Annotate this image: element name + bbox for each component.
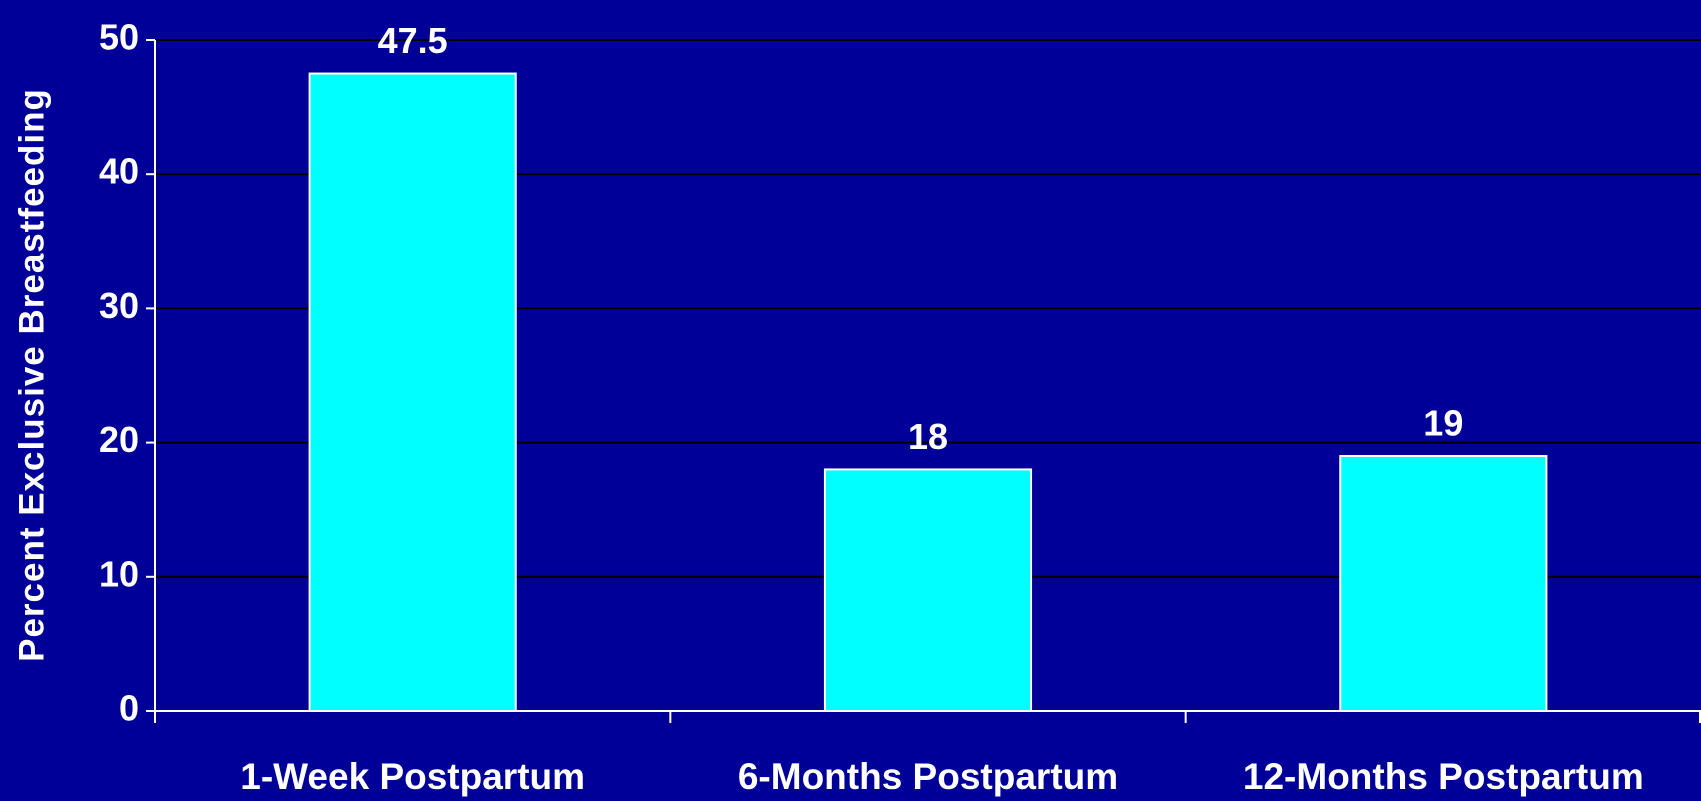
data-label: 18 xyxy=(908,416,948,457)
y-tick-label: 50 xyxy=(99,17,139,58)
x-tick-label: 6-Months Postpartum xyxy=(738,756,1118,797)
y-tick-label: 30 xyxy=(99,285,139,326)
x-tick-label: 1-Week Postpartum xyxy=(240,756,585,797)
x-tick-label: 12-Months Postpartum xyxy=(1243,756,1644,797)
data-label: 19 xyxy=(1423,403,1463,444)
bar xyxy=(308,72,517,713)
data-label: 47.5 xyxy=(378,20,448,61)
y-axis-label: Percent Exclusive Breastfeeding xyxy=(12,88,51,662)
y-tick-label: 40 xyxy=(99,151,139,192)
bar xyxy=(1339,455,1548,712)
y-tick-label: 0 xyxy=(119,688,139,729)
y-tick-label: 10 xyxy=(99,553,139,594)
bar xyxy=(823,468,1033,712)
y-tick-label: 20 xyxy=(99,419,139,460)
